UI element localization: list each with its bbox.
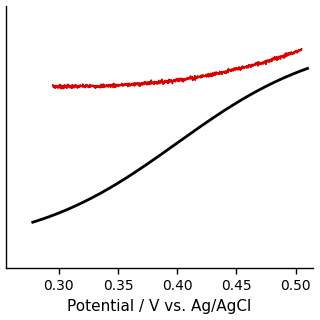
X-axis label: Potential / V vs. Ag/AgCl: Potential / V vs. Ag/AgCl — [68, 300, 252, 315]
